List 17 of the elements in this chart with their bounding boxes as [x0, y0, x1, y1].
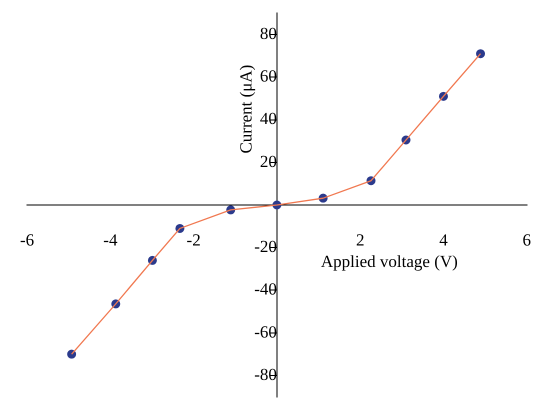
y-axis-title: Current (μA)	[236, 64, 256, 154]
y-tick-label: -80	[254, 364, 277, 384]
x-tick-label: -6	[20, 230, 34, 250]
y-tick-label: -40	[254, 280, 277, 299]
y-tick-label: -60	[254, 322, 277, 342]
x-tick-label: -4	[103, 230, 118, 250]
y-tick-label: 80	[260, 24, 277, 43]
y-tick-label: 20	[260, 152, 277, 171]
y-tick-label: -20	[254, 237, 277, 256]
x-axis-title: Applied voltage (V)	[320, 252, 458, 272]
x-tick-label: -2	[186, 230, 201, 250]
y-tick-label: 40	[260, 109, 277, 128]
x-tick-label: 6	[522, 230, 531, 250]
y-tick-label: 60	[260, 66, 277, 86]
x-tick-label: 4	[439, 230, 448, 250]
x-tick-label: 2	[356, 230, 364, 250]
point	[476, 49, 486, 58]
